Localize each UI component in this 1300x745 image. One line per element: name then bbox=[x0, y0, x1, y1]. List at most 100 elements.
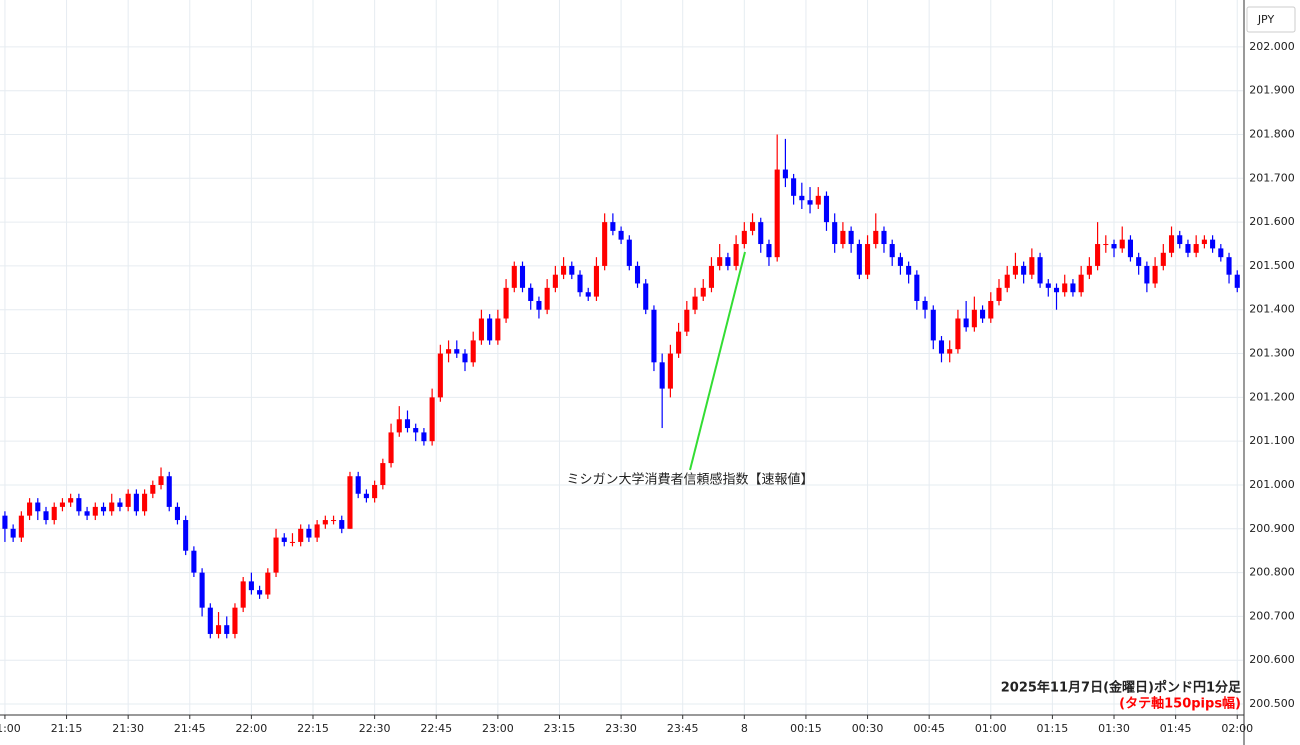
candle-body bbox=[700, 287, 706, 297]
candle-body bbox=[59, 502, 65, 507]
candle-body bbox=[717, 257, 723, 266]
candle-body bbox=[314, 524, 320, 538]
candle-body bbox=[1012, 265, 1018, 275]
candle-body bbox=[511, 265, 517, 288]
y-tick-label: 201.700 bbox=[1249, 171, 1295, 184]
candle-body bbox=[380, 463, 386, 485]
x-tick-label: 21:15 bbox=[51, 722, 83, 735]
candle-body bbox=[84, 511, 90, 516]
y-tick-label: 200.800 bbox=[1249, 566, 1295, 579]
y-tick-label: 201.100 bbox=[1249, 434, 1295, 447]
x-tick-label: 23:00 bbox=[482, 722, 514, 735]
candle-body bbox=[725, 257, 731, 266]
candle-body bbox=[1218, 248, 1224, 258]
x-tick-label: 23:30 bbox=[605, 722, 637, 735]
candle-body bbox=[676, 331, 682, 354]
candle-body bbox=[339, 520, 345, 529]
y-tick-label: 201.400 bbox=[1249, 303, 1295, 316]
candle-body bbox=[914, 274, 920, 301]
candle-body bbox=[980, 309, 986, 319]
candle-body bbox=[109, 502, 115, 512]
candle-body bbox=[487, 318, 493, 341]
candle-body bbox=[470, 340, 476, 363]
x-tick-label: 21:30 bbox=[112, 722, 144, 735]
candle-body bbox=[273, 537, 279, 573]
candle-body bbox=[199, 572, 205, 608]
candle-body bbox=[610, 222, 616, 231]
candle-body bbox=[100, 506, 107, 512]
y-tick-label: 201.200 bbox=[1249, 390, 1295, 403]
candle-body bbox=[1037, 257, 1043, 284]
candle-body bbox=[232, 607, 238, 634]
candle-body bbox=[1144, 265, 1150, 284]
candle-body bbox=[166, 476, 172, 507]
candle-body bbox=[988, 300, 994, 319]
candle-body bbox=[298, 528, 304, 542]
x-tick-label: 22:15 bbox=[297, 722, 329, 735]
candle-body bbox=[1029, 257, 1035, 275]
candle-body bbox=[692, 296, 698, 310]
candle-body bbox=[667, 353, 673, 389]
x-tick-label: 02:00 bbox=[1221, 722, 1253, 735]
candle-body bbox=[1226, 257, 1232, 275]
candle-body bbox=[265, 572, 271, 595]
candle-body bbox=[938, 340, 945, 354]
candle-body bbox=[791, 178, 797, 196]
candle-body bbox=[1103, 244, 1109, 246]
candle-body bbox=[873, 230, 879, 245]
candle-body bbox=[889, 244, 895, 258]
candle-body bbox=[363, 493, 369, 499]
candle-body bbox=[1095, 244, 1101, 266]
candle-body bbox=[478, 318, 484, 341]
candle-body bbox=[815, 195, 821, 205]
candle-body bbox=[207, 607, 213, 634]
candle-body bbox=[1185, 244, 1191, 253]
x-tick-label: 23:15 bbox=[544, 722, 576, 735]
candle-body bbox=[150, 484, 156, 494]
candle-body bbox=[183, 520, 189, 551]
candle-body bbox=[766, 244, 772, 258]
candle-body bbox=[1201, 239, 1207, 245]
candle-body bbox=[561, 265, 567, 275]
candle-body bbox=[1053, 287, 1060, 293]
candle-body bbox=[1078, 274, 1084, 293]
x-tick-label: 01:00 bbox=[975, 722, 1007, 735]
candle-body bbox=[248, 581, 254, 591]
candle-body bbox=[659, 362, 665, 389]
candle-body bbox=[322, 520, 328, 525]
candle-body bbox=[429, 397, 435, 442]
y-tick-label: 201.900 bbox=[1249, 84, 1295, 97]
candle-body bbox=[10, 528, 16, 538]
candle-body bbox=[1177, 235, 1183, 245]
x-tick-label: 00:15 bbox=[790, 722, 822, 735]
candle-body bbox=[503, 287, 509, 319]
candle-body bbox=[1070, 283, 1076, 293]
x-tick-label: 21:00 bbox=[0, 722, 21, 735]
candle-body bbox=[832, 222, 838, 245]
candle-body bbox=[1086, 265, 1092, 275]
annotation-line bbox=[689, 251, 746, 471]
candle-body bbox=[1045, 283, 1051, 288]
candle-body bbox=[807, 200, 813, 205]
candle-body bbox=[922, 300, 928, 310]
candle-body bbox=[930, 309, 936, 341]
candle-body bbox=[585, 292, 591, 297]
candle-body bbox=[1136, 257, 1142, 266]
y-tick-label: 201.800 bbox=[1249, 128, 1295, 141]
candle-body bbox=[446, 349, 452, 354]
candle-body bbox=[996, 287, 1002, 301]
candle-body bbox=[593, 265, 599, 297]
candle-body bbox=[684, 309, 690, 332]
candle-body bbox=[1119, 239, 1125, 249]
candle-body bbox=[708, 265, 715, 288]
x-tick-label: 8 bbox=[741, 722, 748, 735]
candle-body bbox=[35, 502, 41, 512]
candle-body bbox=[224, 625, 230, 634]
candle-body bbox=[1127, 239, 1133, 258]
candle-body bbox=[281, 537, 287, 542]
candle-body bbox=[749, 222, 756, 231]
candle-body bbox=[1111, 244, 1117, 249]
candle-body bbox=[2, 515, 8, 529]
candle-body bbox=[1234, 274, 1240, 288]
candle-body bbox=[396, 419, 402, 433]
